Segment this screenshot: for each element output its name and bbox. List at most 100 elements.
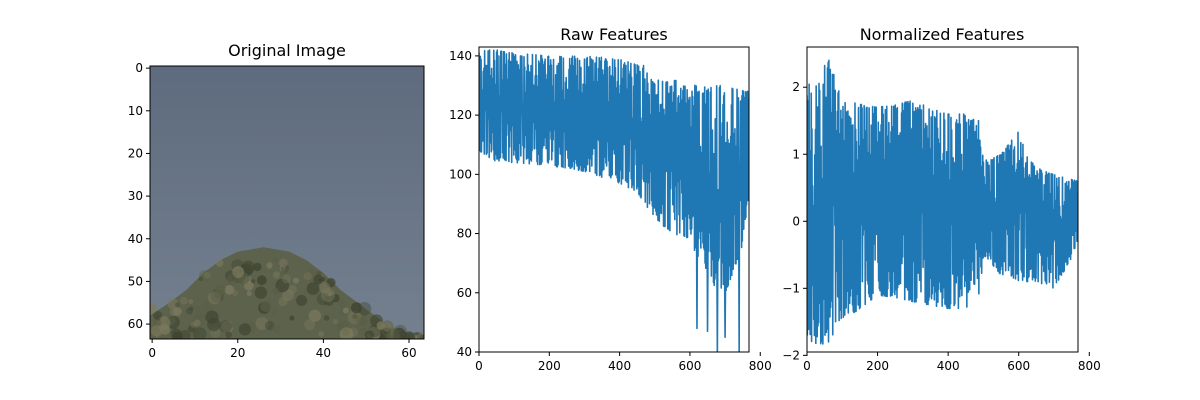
foliage-texture: [172, 331, 183, 339]
foliage-texture: [272, 287, 280, 295]
foliage-texture: [288, 285, 297, 295]
y-tick-label: −2: [782, 348, 800, 362]
foliage-texture: [255, 317, 269, 331]
y-tick-label: 0: [135, 61, 143, 75]
foliage-texture: [198, 270, 211, 282]
y-tick-label: 60: [128, 317, 143, 331]
foliage-texture: [339, 327, 354, 339]
x-tick-label: 800: [749, 359, 772, 373]
foliage-texture: [327, 291, 333, 297]
foliage-texture: [193, 319, 201, 327]
foliage-texture: [323, 315, 330, 321]
foliage-texture: [190, 322, 197, 328]
foliage-texture: [321, 288, 335, 303]
foliage-texture: [226, 274, 237, 285]
image-foliage: [150, 247, 424, 339]
y-tick-label: 0: [792, 214, 800, 228]
x-tick-label: 40: [316, 346, 331, 360]
image-x-ticks: 0 20 40 60: [148, 339, 417, 360]
x-tick-label: 0: [475, 359, 483, 373]
y-tick-label: 40: [457, 345, 472, 359]
foliage-texture: [266, 262, 273, 269]
foliage-texture: [231, 289, 239, 296]
foliage-texture: [199, 276, 203, 281]
foliage-texture: [347, 310, 362, 325]
y-tick-label: 60: [457, 286, 472, 300]
foliage-texture: [189, 306, 194, 311]
foliage-texture: [253, 262, 262, 272]
foliage-texture: [150, 325, 162, 337]
foliage-texture: [187, 324, 196, 333]
foliage-texture: [360, 316, 368, 324]
normalized-features-series-line: [807, 59, 1078, 345]
foliage-texture: [194, 305, 201, 312]
foliage-texture: [215, 284, 226, 295]
foliage-texture: [260, 300, 272, 313]
normalized-features-panel: Normalized Features 0 200 400 600 800 −2 −1 0 1…: [782, 25, 1100, 373]
foliage-texture: [321, 277, 326, 282]
y-tick-label: 20: [128, 146, 143, 160]
y-tick-label: 10: [128, 104, 143, 118]
foliage-texture: [303, 272, 312, 281]
raw-features-series-line: [479, 49, 749, 352]
foliage-texture: [207, 317, 221, 332]
raw-axes-frame: [478, 46, 750, 353]
foliage-texture: [275, 278, 290, 293]
norm-axes-frame: [806, 46, 1079, 353]
y-tick-label: 2: [792, 80, 800, 94]
foliage-texture: [169, 307, 179, 317]
raw-features-panel: Raw Features 0 200 400 600 800 40 60 80 100 120 1…: [449, 25, 772, 373]
foliage-texture: [393, 324, 408, 339]
foliage-texture: [167, 298, 179, 309]
foliage-texture: [153, 318, 162, 327]
foliage-texture: [338, 299, 348, 308]
foliage-texture: [203, 271, 211, 279]
foliage-texture: [179, 296, 188, 305]
foliage-texture: [403, 331, 415, 339]
norm-y-ticks: −2 −1 0 1 2: [782, 80, 807, 362]
x-tick-label: 200: [538, 359, 561, 373]
foliage-texture: [313, 274, 324, 285]
foliage-texture: [186, 307, 193, 315]
original-image-panel: Original Image 0 20 40 60 0 10 20 30 40 50 60: [128, 41, 425, 360]
foliage-texture: [175, 302, 180, 307]
raw-y-ticks: 40 60 80 100 120 140: [449, 49, 479, 359]
foliage-texture: [150, 306, 155, 314]
foliage-texture: [304, 319, 316, 331]
foliage-texture: [326, 278, 336, 288]
foliage-texture: [251, 279, 256, 284]
foliage-texture: [279, 258, 288, 268]
x-tick-label: 800: [1078, 359, 1101, 373]
foliage-texture: [296, 295, 308, 306]
y-tick-label: 80: [457, 227, 472, 241]
x-tick-label: 600: [678, 359, 701, 373]
foliage-texture: [201, 300, 214, 312]
x-tick-label: 60: [401, 346, 416, 360]
foliage-texture: [323, 295, 335, 306]
foliage-texture: [292, 277, 299, 284]
foliage-texture: [195, 310, 207, 322]
foliage-texture: [188, 299, 194, 304]
original-image-title: Original Image: [228, 41, 346, 60]
y-tick-label: 40: [128, 232, 143, 246]
foliage-texture: [308, 309, 322, 322]
foliage-texture: [282, 289, 294, 302]
foliage-texture: [319, 282, 331, 294]
foliage-texture: [279, 272, 286, 279]
raw-features-title: Raw Features: [560, 25, 668, 44]
foliage-texture: [265, 320, 275, 331]
x-tick-label: 20: [230, 346, 245, 360]
y-tick-label: 1: [792, 147, 800, 161]
foliage-texture: [224, 285, 235, 295]
foliage-texture: [227, 322, 234, 329]
foliage-texture: [342, 307, 349, 314]
foliage-texture: [271, 323, 282, 334]
foliage-texture: [337, 322, 344, 330]
foliage-texture: [364, 330, 375, 339]
foliage-texture: [232, 266, 245, 279]
y-tick-label: 120: [449, 108, 472, 122]
foliage-texture: [419, 334, 424, 339]
raw-x-ticks: 0 200 400 600 800: [475, 352, 772, 373]
foliage-texture: [306, 282, 320, 295]
